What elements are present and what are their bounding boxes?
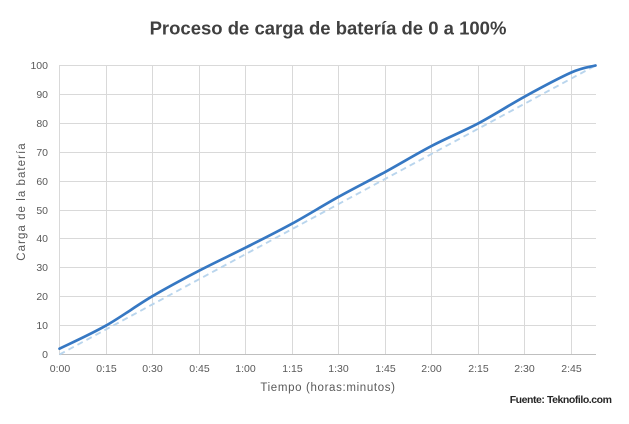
svg-text:0:00: 0:00 xyxy=(50,363,71,375)
svg-text:0:45: 0:45 xyxy=(189,363,210,375)
svg-text:0:30: 0:30 xyxy=(142,363,163,375)
svg-text:80: 80 xyxy=(36,118,48,130)
svg-text:Fuente: Teknofilo.com: Fuente: Teknofilo.com xyxy=(510,394,612,406)
svg-text:1:15: 1:15 xyxy=(282,363,303,375)
svg-text:1:45: 1:45 xyxy=(375,363,396,375)
svg-text:20: 20 xyxy=(36,291,48,303)
svg-text:2:30: 2:30 xyxy=(514,363,535,375)
svg-text:1:00: 1:00 xyxy=(235,363,256,375)
svg-text:Carga de la batería: Carga de la batería xyxy=(16,142,28,260)
svg-text:50: 50 xyxy=(36,205,48,217)
svg-text:10: 10 xyxy=(36,320,48,332)
svg-text:2:45: 2:45 xyxy=(561,363,582,375)
svg-text:90: 90 xyxy=(36,89,48,101)
svg-text:60: 60 xyxy=(36,176,48,188)
svg-text:Tiempo (horas:minutos): Tiempo (horas:minutos) xyxy=(260,382,395,394)
svg-text:Proceso de carga de batería de: Proceso de carga de batería de 0 a 100% xyxy=(150,18,507,39)
svg-text:0:15: 0:15 xyxy=(96,363,117,375)
svg-text:40: 40 xyxy=(36,233,48,245)
svg-text:0: 0 xyxy=(42,349,48,361)
svg-text:2:15: 2:15 xyxy=(468,363,489,375)
svg-text:1:30: 1:30 xyxy=(328,363,349,375)
svg-text:100: 100 xyxy=(30,60,48,72)
svg-text:30: 30 xyxy=(36,262,48,274)
svg-text:70: 70 xyxy=(36,147,48,159)
svg-text:2:00: 2:00 xyxy=(421,363,442,375)
